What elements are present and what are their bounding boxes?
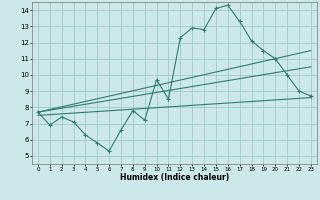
X-axis label: Humidex (Indice chaleur): Humidex (Indice chaleur) bbox=[120, 173, 229, 182]
